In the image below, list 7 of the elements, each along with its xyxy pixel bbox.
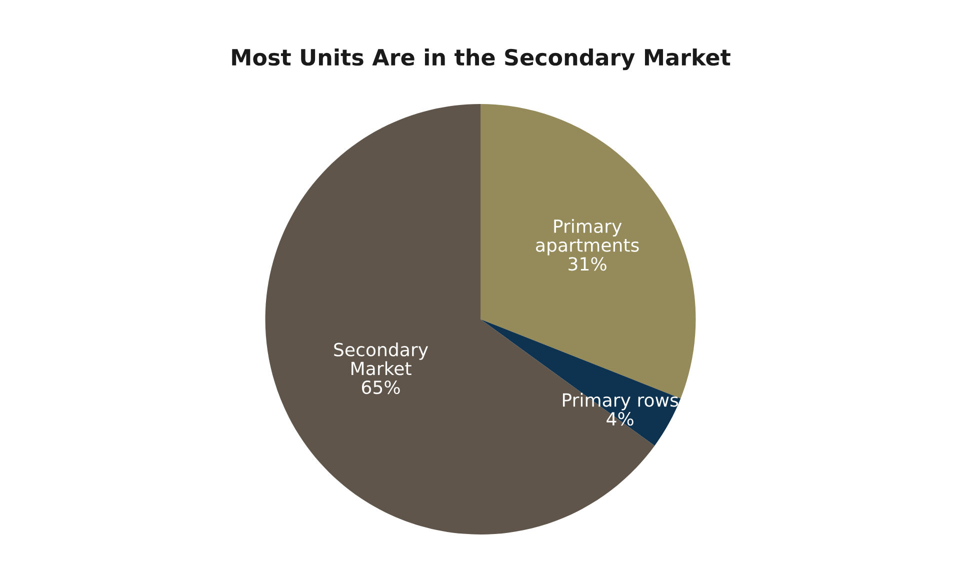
data-label: 31% <box>568 257 606 271</box>
data-label: 4% <box>606 412 634 426</box>
data-label: 65% <box>362 380 400 394</box>
slice-label: Primary apartments <box>536 219 639 256</box>
slice-label: Secondary Market <box>334 342 428 376</box>
slice-label: Primary rows <box>562 392 678 410</box>
chart-title: Most Units Are in the Secondary Market <box>232 48 730 70</box>
